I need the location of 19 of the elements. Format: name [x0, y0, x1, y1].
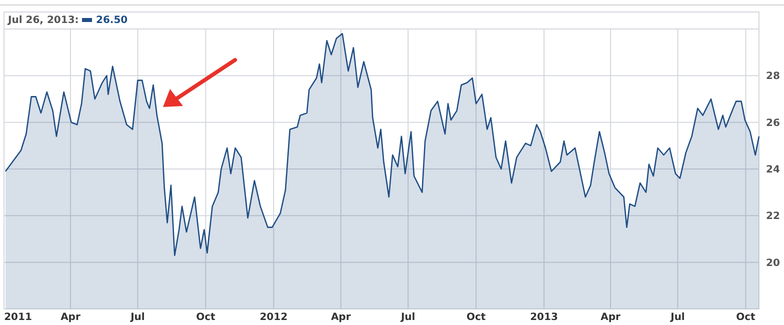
- text: 26.50: [96, 15, 128, 26]
- x-tick-label: Apr: [330, 312, 351, 323]
- x-tick-label: Jul: [130, 312, 145, 323]
- x-tick-label: 2012: [260, 312, 288, 323]
- x-tick-label: Jul: [400, 312, 416, 323]
- y-tick-label: 28: [766, 71, 780, 82]
- y-tick-label: 22: [766, 211, 780, 222]
- x-tick-label: 2013: [530, 312, 558, 323]
- y-tick-label: 26: [766, 118, 780, 129]
- x-tick-label: Apr: [600, 312, 620, 323]
- x-tick-label: Jul: [670, 312, 685, 323]
- x-tick-label: Oct: [196, 312, 216, 323]
- y-tick-label: 24: [766, 164, 780, 176]
- x-tick-label: Apr: [60, 312, 80, 323]
- y-tick-label: 20: [766, 258, 780, 269]
- x-tick-label: Oct: [736, 312, 756, 323]
- text: Jul 26, 2013:: [7, 15, 79, 26]
- x-tick-label: Oct: [466, 312, 486, 323]
- x-tick-label: 2011: [4, 312, 32, 323]
